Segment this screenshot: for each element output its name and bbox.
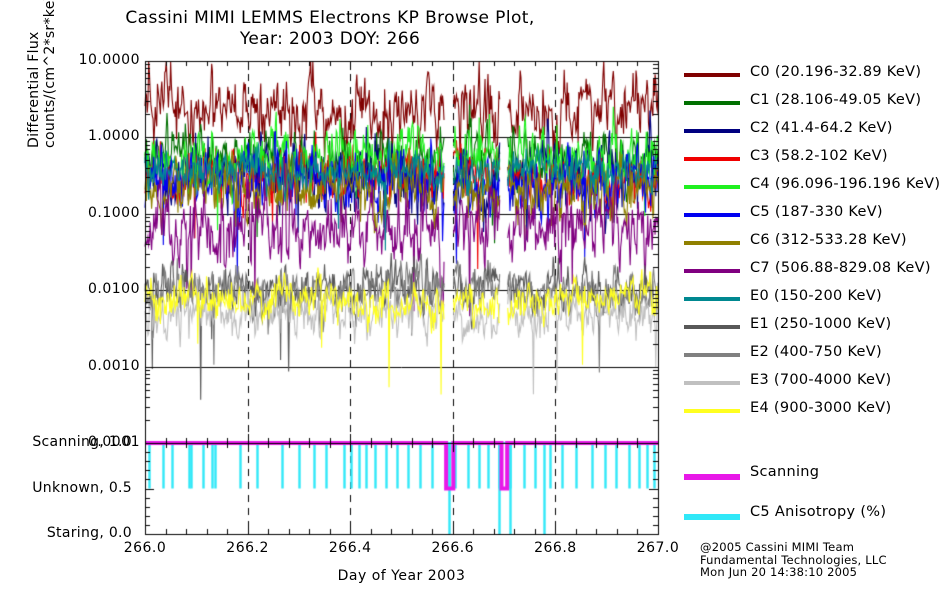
legend-swatch — [684, 157, 740, 161]
x-tick-label: 266.8 — [534, 540, 577, 556]
bottom-tick-label: Staring, 0.0 — [46, 525, 132, 541]
legend-label: C0 (20.196-32.89 KeV) — [750, 64, 922, 80]
legend-label: C1 (28.106-49.05 KeV) — [750, 92, 922, 108]
mode-legend-label: C5 Anisotropy (%) — [750, 504, 887, 520]
mode-legend: Scanning C5 Anisotropy (%) — [672, 462, 950, 542]
legend-swatch — [684, 269, 740, 273]
legend-label: C6 (312-533.28 KeV) — [750, 232, 907, 248]
x-tick-label: 266.4 — [328, 540, 372, 556]
x-tick-label: 267.0 — [636, 540, 680, 556]
legend-swatch — [684, 325, 740, 329]
legend-swatch — [684, 73, 740, 77]
y-tick-label: 0.1000 — [88, 204, 140, 221]
series-legend: C0 (20.196-32.89 KeV) C1 (28.106-49.05 Ke… — [672, 62, 950, 426]
legend-label: E1 (250-1000 KeV) — [750, 316, 892, 332]
legend-swatch — [684, 241, 740, 245]
mode-legend-item[interactable]: Scanning — [672, 462, 950, 502]
legend-label: E2 (400-750 KeV) — [750, 344, 882, 360]
x-tick-label: 266.2 — [226, 540, 269, 556]
legend-swatch — [684, 185, 740, 189]
legend-item[interactable]: C7 (506.88-829.08 KeV) — [672, 258, 950, 286]
legend-swatch — [684, 129, 740, 133]
legend-item[interactable]: E2 (400-750 KeV) — [672, 342, 950, 370]
y-tick-label: 0.0100 — [88, 281, 140, 298]
x-tick-label: 266.0 — [123, 540, 167, 556]
legend-label: E4 (900-3000 KeV) — [750, 400, 892, 416]
legend-item[interactable]: E4 (900-3000 KeV) — [672, 398, 950, 426]
legend-label: C7 (506.88-829.08 KeV) — [750, 260, 931, 276]
mode-legend-item[interactable]: C5 Anisotropy (%) — [672, 502, 950, 542]
legend-item[interactable]: E1 (250-1000 KeV) — [672, 314, 950, 342]
credit-block: @2005 Cassini MIMI Team Fundamental Tech… — [700, 541, 887, 579]
bottom-tick-label: Scanning, 1.0 — [32, 434, 132, 450]
legend-item[interactable]: C6 (312-533.28 KeV) — [672, 230, 950, 258]
mode-legend-swatch — [684, 474, 740, 480]
credit-line-3: Mon Jun 20 14:38:10 2005 — [700, 565, 858, 579]
legend-label: C2 (41.4-64.2 KeV) — [750, 120, 893, 136]
mode-legend-swatch — [684, 514, 740, 520]
y-tick-label: 1.0000 — [88, 128, 140, 145]
legend-label: C5 (187-330 KeV) — [750, 204, 883, 220]
legend-item[interactable]: C2 (41.4-64.2 KeV) — [672, 118, 950, 146]
x-tick-label: 266.6 — [431, 540, 475, 556]
legend-item[interactable]: C3 (58.2-102 KeV) — [672, 146, 950, 174]
legend-label: E3 (700-4000 KeV) — [750, 372, 892, 388]
y-tick-label: 0.0001 — [88, 434, 140, 450]
credit-line-1: @2005 Cassini MIMI Team — [700, 540, 855, 554]
legend-label: C3 (58.2-102 KeV) — [750, 148, 888, 164]
legend-swatch — [684, 381, 740, 385]
legend-item[interactable]: C0 (20.196-32.89 KeV) — [672, 62, 950, 90]
legend-item[interactable]: E3 (700-4000 KeV) — [672, 370, 950, 398]
legend-swatch — [684, 213, 740, 217]
legend-label: C4 (96.096-196.196 KeV) — [750, 176, 941, 192]
legend-item[interactable]: E0 (150-200 KeV) — [672, 286, 950, 314]
mode-legend-label: Scanning — [750, 464, 820, 480]
legend-item[interactable]: C4 (96.096-196.196 KeV) — [672, 174, 950, 202]
y-axis-ticks: 10.0000 1.0000 0.1000 0.0100 0.0010 0.0001 — [0, 0, 140, 600]
legend-item[interactable]: C1 (28.106-49.05 KeV) — [672, 90, 950, 118]
legend-item[interactable]: C5 (187-330 KeV) — [672, 202, 950, 230]
legend-swatch — [684, 353, 740, 357]
bottom-tick-label: Unknown, 0.5 — [32, 479, 132, 496]
legend-swatch — [684, 409, 740, 413]
y-tick-label: 0.0010 — [88, 357, 140, 374]
legend-swatch — [684, 101, 740, 105]
legend-swatch — [684, 297, 740, 301]
credit-line-2: Fundamental Technologies, LLC — [700, 552, 887, 567]
legend-label: E0 (150-200 KeV) — [750, 288, 882, 304]
y-tick-label: 10.0000 — [78, 52, 140, 68]
x-axis-label: Day of Year 2003 — [337, 568, 466, 584]
